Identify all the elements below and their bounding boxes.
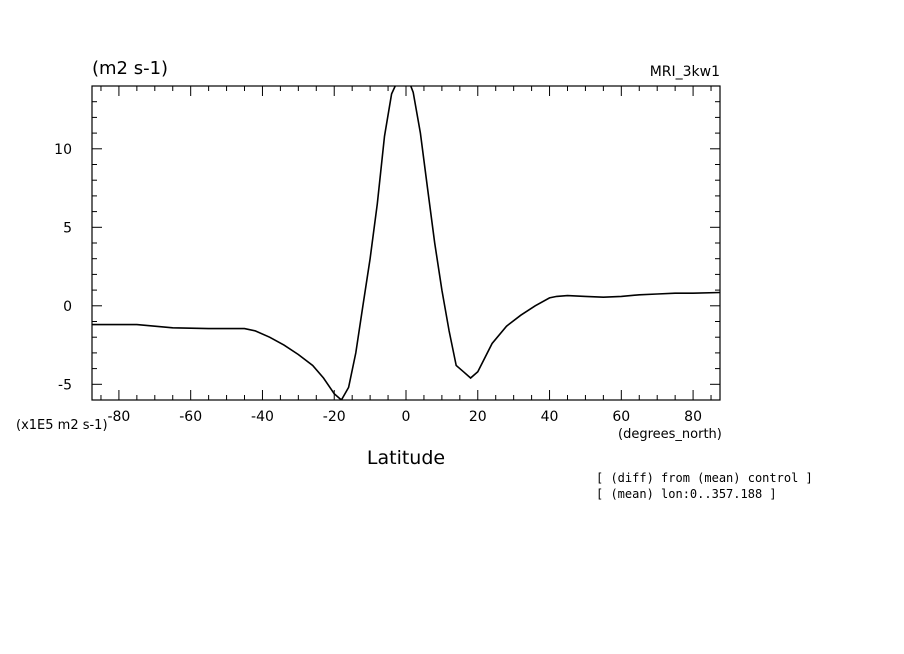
x-axis-label: Latitude [367, 447, 445, 469]
y-tick-label: 5 [63, 220, 72, 236]
x-tick-label: 40 [541, 409, 559, 425]
note-mean: [ (mean) lon:0..357.188 ] [596, 487, 777, 501]
x-tick-label: 0 [402, 409, 411, 425]
y-scale-label: (x1E5 m2 s-1) [16, 418, 108, 433]
x-unit-label: (degrees_north) [618, 427, 722, 442]
model-label: MRI_3kw1 [650, 64, 720, 80]
x-axis-ticks [118, 86, 694, 400]
x-tick-label: -20 [323, 409, 346, 425]
y-tick-label: 0 [63, 299, 72, 315]
chart-title: (m2 s-1) [92, 58, 168, 79]
note-diff: [ (diff) from (mean) control ] [596, 471, 813, 485]
y-axis-ticks [92, 148, 720, 385]
x-tick-label: 20 [469, 409, 487, 425]
y-tick-labels: -5 0 5 10 [54, 142, 72, 393]
series-line [92, 86, 720, 400]
x-tick-labels: -80 -60 -40 -20 0 20 40 60 80 [107, 409, 702, 425]
minor-ticks [92, 85, 720, 401]
x-tick-label: 80 [684, 409, 702, 425]
y-tick-label: -5 [58, 377, 72, 393]
x-tick-label: 60 [612, 409, 630, 425]
plot-frame [91, 85, 721, 401]
x-tick-label: -80 [107, 409, 130, 425]
x-tick-label: -40 [251, 409, 274, 425]
y-tick-label: 10 [54, 142, 72, 158]
x-tick-label: -60 [179, 409, 202, 425]
